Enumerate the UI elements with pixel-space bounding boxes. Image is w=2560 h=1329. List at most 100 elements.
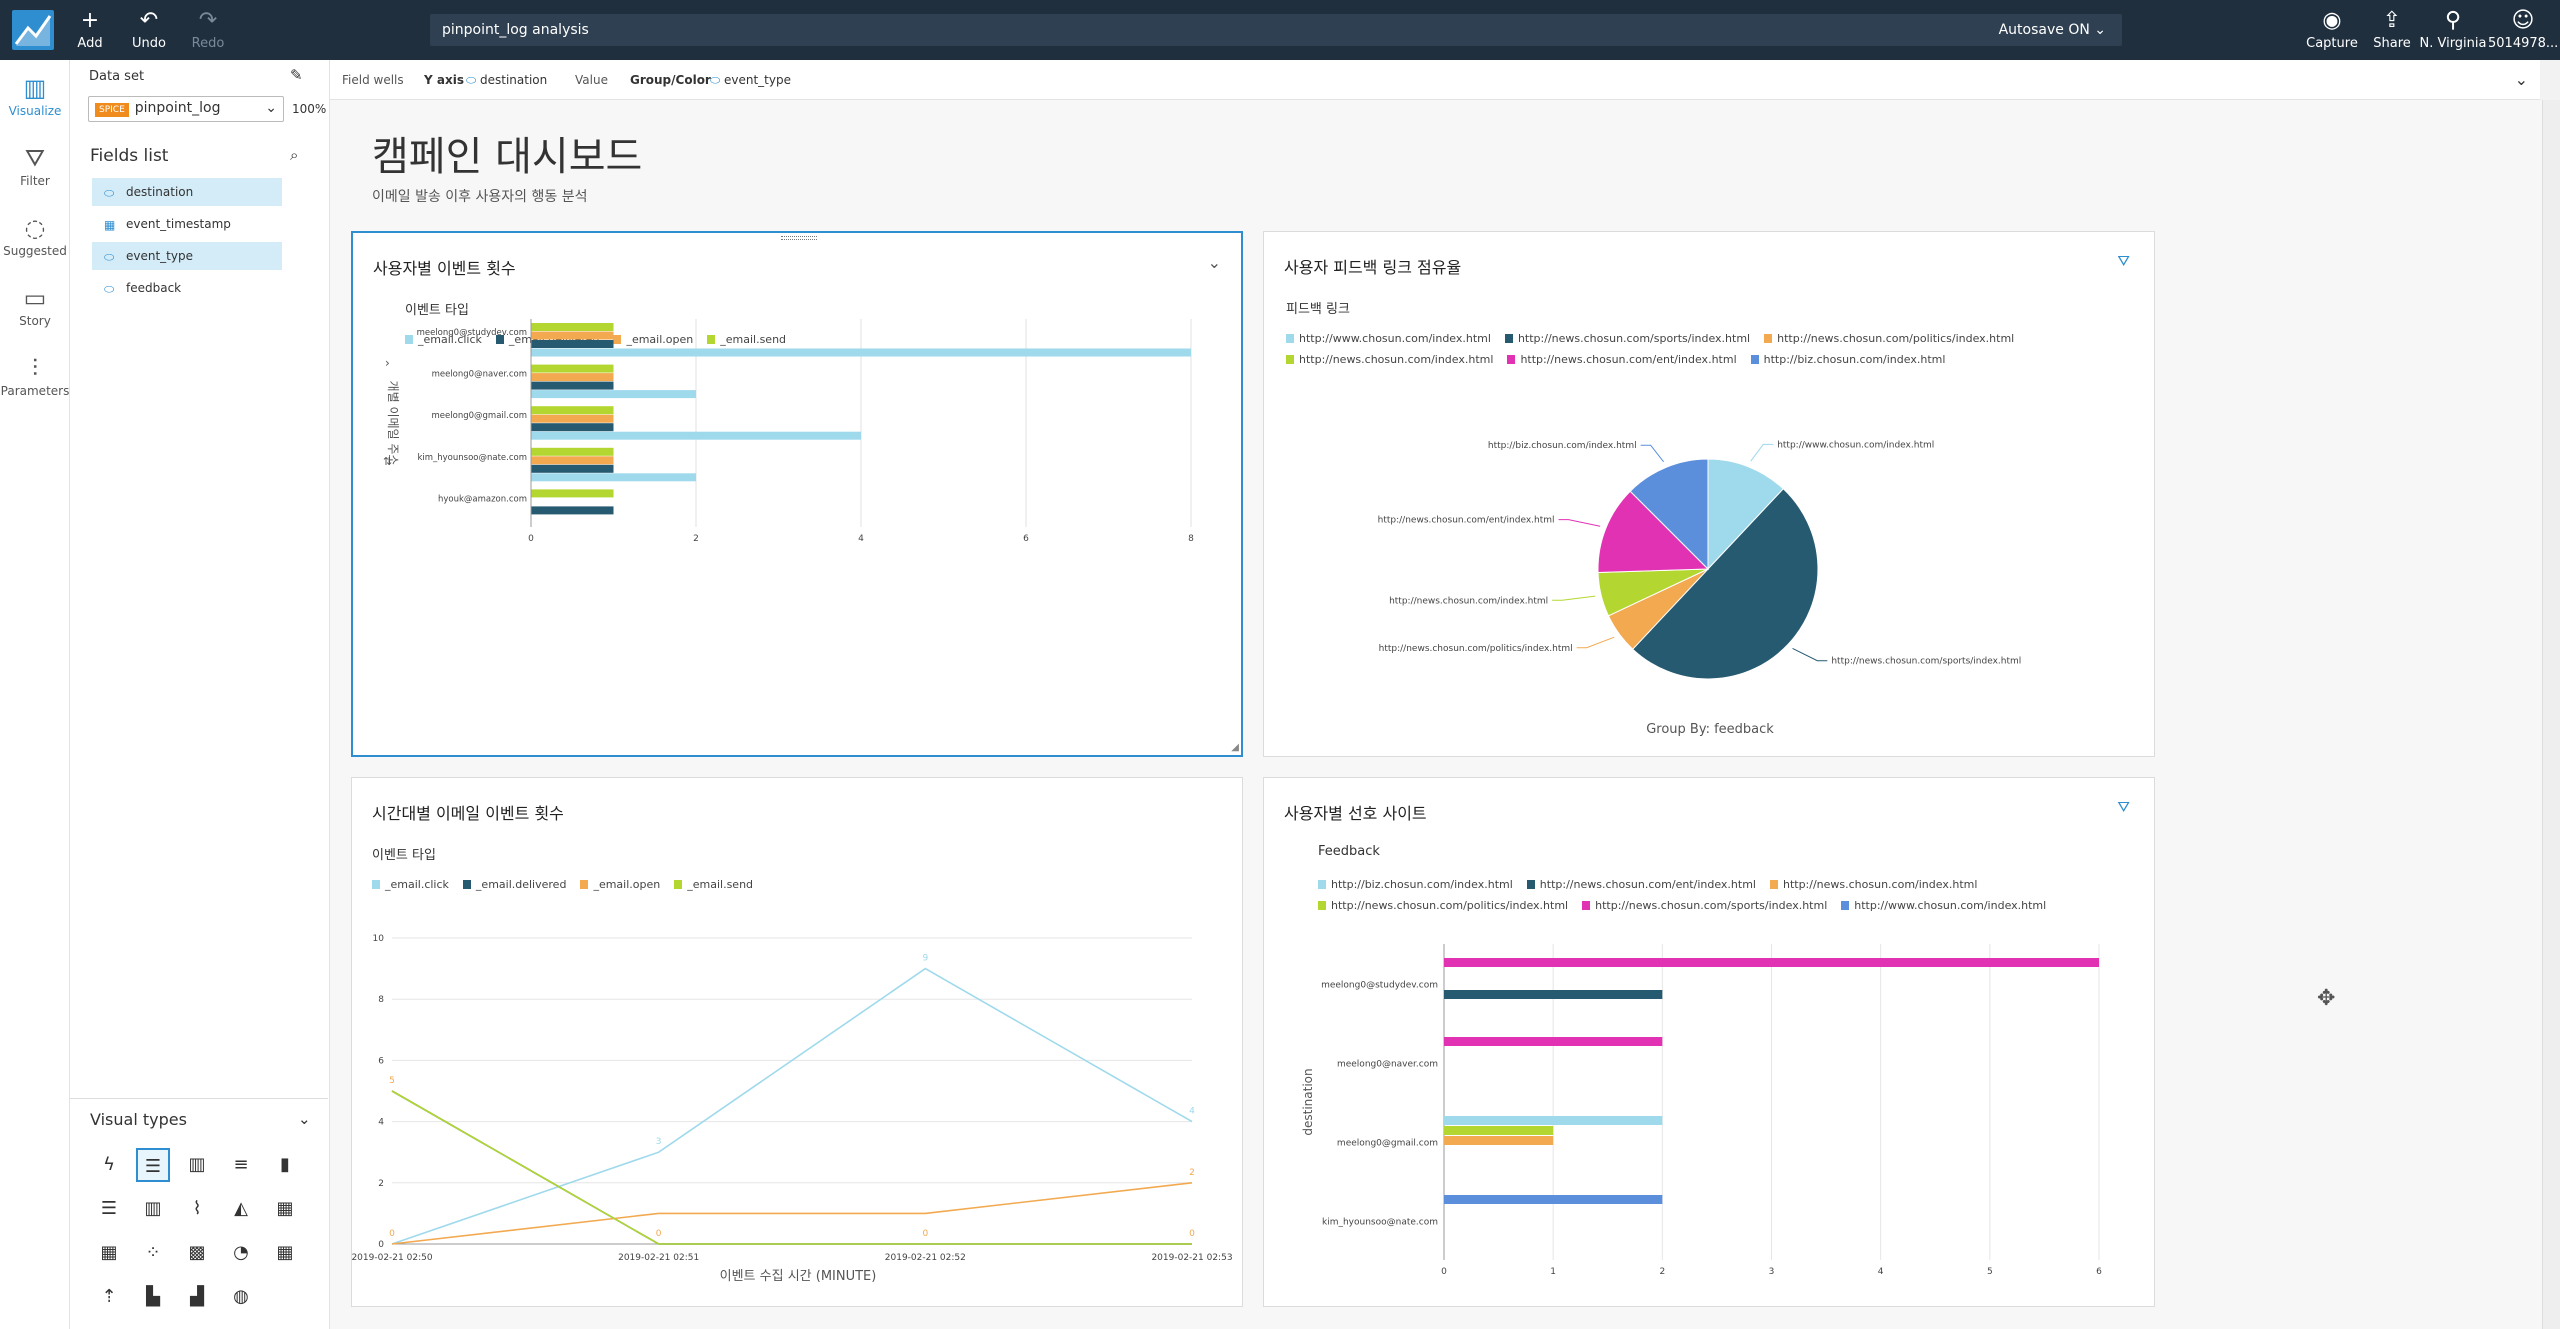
slice-leader-line bbox=[1750, 443, 1774, 462]
table-chart-icon[interactable]: ▦ bbox=[276, 1198, 294, 1219]
chevron-down-icon: ⌄ bbox=[2094, 22, 2106, 38]
visual-feedback-share[interactable]: 사용자 피드백 링크 점유율 ⛛ 피드백 링크 http://www.chosu… bbox=[1263, 231, 2155, 757]
collapse-chevron-icon[interactable]: ⌄ bbox=[298, 1110, 311, 1128]
legend-label: http://news.chosun.com/ent/index.html bbox=[1539, 878, 1756, 891]
vertical-100-bar-icon[interactable]: ▥ bbox=[144, 1198, 162, 1219]
group-well-value[interactable]: event_type bbox=[724, 73, 791, 87]
field-wells-label[interactable]: Field wells bbox=[342, 73, 404, 87]
globe-icon[interactable]: ◍ bbox=[233, 1286, 249, 1307]
nav-filter-label: Filter bbox=[20, 174, 50, 188]
visual-title[interactable]: 사용자 피드백 링크 점유율 bbox=[1284, 258, 1462, 277]
visual-title[interactable]: 시간대별 이메일 이벤트 횟수 bbox=[372, 804, 564, 823]
region-button[interactable]: ⚲ N. Virginia bbox=[2418, 8, 2488, 51]
nav-filter[interactable]: ⛛ Filter bbox=[0, 142, 70, 188]
pie-icon[interactable]: ◔ bbox=[233, 1242, 249, 1263]
legend-item[interactable]: http://biz.chosun.com/index.html bbox=[1318, 878, 1513, 891]
stacked-vertical-bar-icon[interactable]: ▮ bbox=[280, 1154, 290, 1175]
legend-item[interactable]: http://news.chosun.com/politics/index.ht… bbox=[1318, 899, 1568, 912]
y-tick-label: 2 bbox=[378, 1179, 384, 1189]
legend-item[interactable]: _email.click bbox=[372, 878, 449, 891]
nav-story[interactable]: ▭ Story bbox=[0, 282, 70, 328]
resize-handle-icon[interactable]: ◢ bbox=[1231, 742, 1239, 753]
top-bar: + Add ↶ Undo ↷ Redo pinpoint_log analysis A… bbox=[0, 0, 2560, 60]
pivot-table-icon[interactable]: ▦ bbox=[276, 1242, 294, 1263]
undo-button[interactable]: ↶ Undo bbox=[119, 8, 179, 51]
redo-button[interactable]: ↷ Redo bbox=[178, 8, 238, 51]
capture-button[interactable]: ◉ Capture bbox=[2302, 8, 2362, 51]
combo-line-icon[interactable]: ▟ bbox=[190, 1286, 204, 1307]
field-event_type[interactable]: ⬭ event_type bbox=[92, 242, 282, 270]
field-destination[interactable]: ⬭ destination bbox=[92, 178, 282, 206]
legend-item[interactable]: _email.click bbox=[405, 333, 482, 346]
vertical-scrollbar[interactable] bbox=[2542, 100, 2560, 1329]
visual-title[interactable]: 사용자별 이벤트 횟수 bbox=[373, 259, 516, 278]
legend-item[interactable]: _email.send bbox=[707, 333, 786, 346]
nav-visualize[interactable]: ▥ Visualize bbox=[0, 72, 70, 118]
add-button[interactable]: + Add bbox=[60, 8, 120, 51]
horizontal-100-bar-icon[interactable]: ☰ bbox=[100, 1198, 118, 1219]
visual-title[interactable]: 사용자별 선호 사이트 bbox=[1284, 804, 1427, 823]
bar bbox=[531, 464, 614, 473]
legend-item[interactable]: http://biz.chosun.com/index.html bbox=[1750, 353, 1945, 366]
bar-chart: 0 1 2 3 4 5 6 meelong0@studydev.com meelong0@nav… bbox=[1301, 944, 2102, 1277]
expand-chevron-icon[interactable]: ⌄ bbox=[2514, 70, 2528, 89]
dataset-select[interactable]: SPICE pinpoint_log ⌄ bbox=[88, 96, 284, 122]
share-button[interactable]: ⇪ Share bbox=[2362, 8, 2422, 51]
field-event_timestamp[interactable]: ▦ event_timestamp bbox=[92, 210, 282, 238]
area-line-icon[interactable]: ◭ bbox=[234, 1198, 248, 1219]
legend-item[interactable]: _email.open bbox=[580, 878, 660, 891]
visual-preferred-sites[interactable]: 사용자별 선호 사이트 ⛛ Feedback http://biz.chosun… bbox=[1263, 777, 2155, 1307]
legend-item[interactable]: http://www.chosun.com/index.html bbox=[1841, 899, 2046, 912]
legend-item[interactable]: http://news.chosun.com/sports/index.html bbox=[1504, 332, 1750, 345]
edit-dataset-icon[interactable]: ✎ bbox=[290, 66, 303, 84]
yaxis-well-value[interactable]: destination bbox=[480, 73, 548, 87]
scatter-icon[interactable]: ⁘ bbox=[145, 1242, 161, 1263]
legend-item[interactable]: http://news.chosun.com/sports/index.html bbox=[1582, 899, 1827, 912]
category-tick-label: meelong0@naver.com bbox=[432, 370, 527, 380]
chevron-down-icon[interactable]: ⌄ bbox=[1207, 253, 1221, 272]
x-tick-label: 8 bbox=[1188, 534, 1194, 544]
nav-visualize-label: Visualize bbox=[8, 104, 62, 118]
legend-item[interactable]: http://news.chosun.com/ent/index.html bbox=[1526, 878, 1756, 891]
search-icon[interactable]: ⌕ bbox=[290, 146, 299, 164]
x-tick-label: 2019-02-21 02:51 bbox=[618, 1253, 699, 1263]
horizontal-bar-icon[interactable]: ☰ bbox=[136, 1148, 170, 1182]
legend: http://www.chosun.com/index.html http://n… bbox=[1286, 332, 2046, 374]
dataset-name: pinpoint_log bbox=[134, 100, 221, 116]
field-feedback[interactable]: ⬭ feedback bbox=[92, 274, 282, 302]
kpi-icon[interactable]: ⇡ bbox=[101, 1286, 117, 1307]
heat-map-icon[interactable]: ▦ bbox=[100, 1242, 118, 1263]
legend-item[interactable]: http://www.chosun.com/index.html bbox=[1286, 332, 1491, 345]
visual-events-by-user[interactable]: 사용자별 이벤트 횟수 ⌄ 이벤트 타입 _email.click _email.… bbox=[351, 231, 1243, 757]
combo-chart-icon[interactable]: ▙ bbox=[146, 1286, 160, 1307]
autosave-toggle[interactable]: Autosave ON ⌄ bbox=[1999, 22, 2106, 38]
legend-item[interactable]: http://news.chosun.com/index.html bbox=[1769, 878, 1977, 891]
autograph-icon[interactable]: ϟ bbox=[103, 1154, 115, 1175]
vertical-bar-icon[interactable]: ▥ bbox=[188, 1154, 206, 1175]
account-label: 5014978... bbox=[2488, 36, 2559, 51]
analysis-title[interactable]: pinpoint_log analysis bbox=[442, 22, 589, 38]
account-button[interactable]: ☺ 5014978... bbox=[2488, 8, 2558, 51]
analysis-title-bar[interactable]: pinpoint_log analysis Autosave ON ⌄ bbox=[430, 14, 2122, 46]
bar bbox=[1444, 1116, 1663, 1125]
value-well-label[interactable]: Value bbox=[575, 73, 608, 87]
x-tick-label: 5 bbox=[1987, 1267, 1993, 1277]
bar bbox=[1444, 990, 1663, 999]
legend-item[interactable]: http://news.chosun.com/index.html bbox=[1286, 353, 1493, 366]
legend-item[interactable]: _email.send bbox=[674, 878, 753, 891]
nav-suggested[interactable]: ◌ Suggested bbox=[0, 212, 70, 258]
filter-icon[interactable]: ⛛ bbox=[2117, 252, 2130, 270]
visual-events-by-time[interactable]: 시간대별 이메일 이벤트 횟수 이벤트 타입 _email.click _emai… bbox=[351, 777, 1243, 1307]
legend-item[interactable]: http://news.chosun.com/politics/index.ht… bbox=[1764, 332, 2014, 345]
legend-item[interactable]: _email.delivered bbox=[462, 878, 566, 891]
tree-map-icon[interactable]: ▩ bbox=[188, 1242, 206, 1263]
quicksight-logo-icon[interactable] bbox=[12, 10, 54, 50]
legend-item[interactable]: http://news.chosun.com/ent/index.html bbox=[1507, 353, 1737, 366]
drag-handle[interactable] bbox=[781, 236, 817, 240]
nav-parameters[interactable]: ⫶ Parameters bbox=[0, 352, 70, 398]
legend-item[interactable]: _email.open bbox=[613, 333, 693, 346]
filter-icon[interactable]: ⛛ bbox=[2117, 798, 2130, 816]
stacked-horizontal-bar-icon[interactable]: ≡ bbox=[233, 1154, 249, 1175]
line-icon[interactable]: ⌇ bbox=[192, 1198, 202, 1219]
bar-chart: meelong0@studydev.com meelong0@naver.com m… bbox=[383, 319, 1194, 544]
